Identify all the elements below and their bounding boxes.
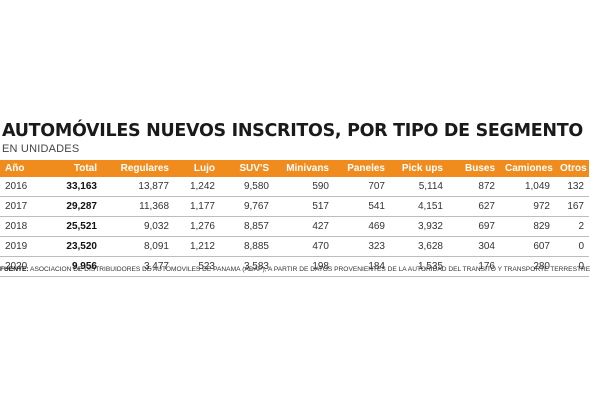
column-header: Regulares (120, 163, 169, 174)
value-cell: 198 (274, 256, 334, 277)
value-cell: 1,212 (174, 236, 220, 257)
value-cell: 13,877 (102, 177, 174, 197)
table-body: 2016 33,163 13,877 1,242 9,580 590 707 5,114 872… (0, 177, 589, 277)
year-cell: 2017 (0, 196, 44, 217)
value-cell: 607 (500, 236, 555, 257)
value-cell: 627 (448, 196, 500, 217)
value-cell: 523 (174, 256, 220, 277)
column-header: Paneles (347, 163, 385, 174)
column-header: Total (73, 163, 97, 174)
year-cell: 2018 (0, 216, 44, 237)
value-cell: 1,276 (174, 216, 220, 237)
value-cell: 872 (448, 177, 500, 197)
column-header: Buses (464, 163, 495, 174)
column-header: Pick ups (401, 163, 443, 174)
value-cell: 469 (334, 216, 390, 237)
column-header: SUV'S (239, 163, 269, 174)
value-cell: 427 (274, 216, 334, 237)
year-cell: 2019 (0, 236, 44, 257)
value-cell: 707 (334, 177, 390, 197)
value-cell: 2 (555, 216, 589, 237)
value-cell: 3,628 (390, 236, 448, 257)
value-cell: 1,242 (174, 177, 220, 197)
table-row: 2017 29,287 11,368 1,177 9,767 517 541 4,151 627… (0, 196, 589, 217)
value-cell: 8,885 (220, 236, 274, 257)
value-cell: 541 (334, 196, 390, 217)
value-cell: 304 (448, 236, 500, 257)
value-cell: 972 (500, 196, 555, 217)
value-cell: 323 (334, 236, 390, 257)
total-cell: 23,520 (44, 236, 102, 257)
chart-subtitle: EN UNIDADES (2, 143, 80, 155)
segment-table: Año Total Regulares Lujo SUV'S Minivans Panele… (0, 160, 589, 277)
chart-title: AUTOMÓVILES NUEVOS INSCRITOS, POR TIPO D… (2, 121, 583, 141)
source-label: FUENTE: (0, 266, 29, 273)
value-cell: 1,177 (174, 196, 220, 217)
value-cell: 9,580 (220, 177, 274, 197)
value-cell: 184 (334, 256, 390, 277)
value-cell: 280 (500, 256, 555, 277)
value-cell: 517 (274, 196, 334, 217)
value-cell: 3,477 (102, 256, 174, 277)
value-cell: 5,114 (390, 177, 448, 197)
source-note: FUENTE: ASOCIACIÓN DE DISTRIBUIDORES DE … (0, 266, 591, 273)
column-header: Camiones (505, 163, 553, 174)
total-cell: 9,956 (44, 256, 102, 277)
value-cell: 11,368 (102, 196, 174, 217)
total-cell: 29,287 (44, 196, 102, 217)
value-cell: 470 (274, 236, 334, 257)
value-cell: 167 (555, 196, 589, 217)
value-cell: 1,049 (500, 177, 555, 197)
table-header: Año Total Regulares Lujo SUV'S Minivans Panele… (0, 160, 589, 177)
value-cell: 0 (555, 236, 589, 257)
value-cell: 1,535 (390, 256, 448, 277)
table-row: 2016 33,163 13,877 1,242 9,580 590 707 5,114 872… (0, 177, 589, 197)
year-cell: 2016 (0, 177, 44, 197)
value-cell: 829 (500, 216, 555, 237)
column-header: Otros (560, 163, 587, 174)
value-cell: 132 (555, 177, 589, 197)
value-cell: 9,032 (102, 216, 174, 237)
value-cell: 590 (274, 177, 334, 197)
header-row: Año Total Regulares Lujo SUV'S Minivans Panele… (0, 160, 589, 177)
table-row: 2020 9,956 3,477 523 3,583 198 184 1,535 176 280 0 (0, 256, 589, 277)
value-cell: 176 (448, 256, 500, 277)
value-cell: 9,767 (220, 196, 274, 217)
value-cell: 8,091 (102, 236, 174, 257)
value-cell: 4,151 (390, 196, 448, 217)
value-cell: 697 (448, 216, 500, 237)
value-cell: 3,932 (390, 216, 448, 237)
value-cell: 3,583 (220, 256, 274, 277)
value-cell: 8,857 (220, 216, 274, 237)
value-cell: 0 (555, 256, 589, 277)
source-text: ASOCIACIÓN DE DISTRIBUIDORES DE AUTOMÓVI… (28, 266, 591, 273)
column-header: Minivans (286, 163, 329, 174)
column-header: Lujo (193, 163, 215, 174)
table-row: 2019 23,520 8,091 1,212 8,885 470 323 3,628 304 6… (0, 236, 589, 257)
total-cell: 25,521 (44, 216, 102, 237)
total-cell: 33,163 (44, 177, 102, 197)
table-row: 2018 25,521 9,032 1,276 8,857 427 469 3,932 697 8… (0, 216, 589, 237)
column-header: Año (5, 163, 25, 174)
year-cell: 2020 (0, 256, 44, 277)
